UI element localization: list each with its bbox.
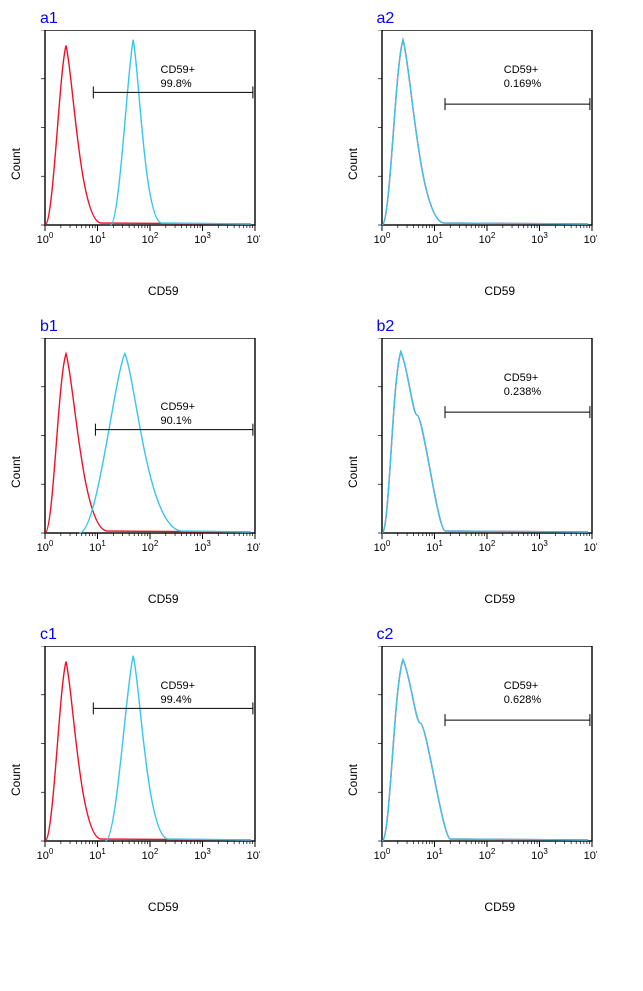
panel-label: b1 [40,318,317,336]
gate-label-value: 0.238% [503,386,541,398]
histogram-curve-blue [382,352,588,533]
gate-label-value: 90.1% [161,415,192,427]
panel-a2: a2 Count CD59+ 0.169% 100 101 102 103 104 CD… [347,10,643,298]
svg-text:100: 100 [37,847,54,862]
svg-text:100: 100 [37,539,54,554]
plot-frame [382,30,592,225]
figure-grid: a1 Count CD59+ 99.8% 100 101 102 103 104 CD5… [10,10,643,914]
gate-marker [445,714,590,726]
histogram-curve-red [45,662,251,841]
svg-text:104: 104 [247,847,260,862]
gate-marker [445,98,590,110]
svg-text:104: 104 [583,539,596,554]
svg-text:100: 100 [373,539,390,554]
svg-text:103: 103 [531,847,548,862]
svg-text:101: 101 [89,539,106,554]
svg-text:103: 103 [531,539,548,554]
svg-text:103: 103 [194,847,211,862]
svg-text:103: 103 [194,231,211,246]
svg-text:102: 102 [478,539,495,554]
x-axis-label: CD59 [10,592,317,606]
flow-plot: CD59+ 99.4% 100 101 102 103 104 [10,646,260,886]
plot-wrap: Count CD59+ 0.628% 100 101 102 103 104 CD59 [347,646,643,914]
svg-text:104: 104 [583,231,596,246]
histogram-curve-blue [79,354,250,533]
plot-frame [45,338,255,533]
x-axis-label: CD59 [10,284,317,298]
x-axis-label: CD59 [347,592,643,606]
flow-plot: CD59+ 0.238% 100 101 102 103 104 [347,338,597,578]
panel-label: a1 [40,10,317,28]
svg-text:100: 100 [373,231,390,246]
gate-label-name: CD59+ [503,372,538,384]
panel-label: c1 [40,626,317,644]
svg-text:103: 103 [194,539,211,554]
histogram-curve-red [45,46,251,225]
panel-a1: a1 Count CD59+ 99.8% 100 101 102 103 104 CD5… [10,10,317,298]
flow-plot: CD59+ 99.8% 100 101 102 103 104 [10,30,260,270]
gate-marker [445,406,590,418]
panel-b1: b1 Count CD59+ 90.1% 100 101 102 103 104 CD5… [10,318,317,606]
histogram-curve-red [382,40,588,225]
panel-c1: c1 Count CD59+ 99.4% 100 101 102 103 104 CD5… [10,626,317,914]
flow-plot: CD59+ 0.628% 100 101 102 103 104 [347,646,597,886]
svg-text:101: 101 [89,231,106,246]
svg-text:101: 101 [426,847,443,862]
gate-label-name: CD59+ [161,401,196,413]
panel-label: b2 [377,318,643,336]
svg-text:102: 102 [142,847,159,862]
flow-plot: CD59+ 0.169% 100 101 102 103 104 [347,30,597,270]
y-axis-label: Count [346,456,360,488]
plot-frame [382,338,592,533]
gate-label-value: 0.628% [503,694,541,706]
plot-wrap: Count CD59+ 0.169% 100 101 102 103 104 CD59 [347,30,643,298]
plot-frame [382,646,592,841]
histogram-curve-blue [382,660,588,841]
panel-b2: b2 Count CD59+ 0.238% 100 101 102 103 104 CD… [347,318,643,606]
gate-label-name: CD59+ [503,64,538,76]
gate-label-name: CD59+ [161,680,196,692]
y-axis-label: Count [9,148,23,180]
svg-text:103: 103 [531,231,548,246]
x-axis-label: CD59 [347,284,643,298]
y-axis-label: Count [9,764,23,796]
svg-text:102: 102 [478,847,495,862]
plot-wrap: Count CD59+ 90.1% 100 101 102 103 104 CD59 [10,338,317,606]
gate-label-name: CD59+ [161,64,196,76]
svg-text:100: 100 [37,231,54,246]
svg-text:101: 101 [89,847,106,862]
histogram-curve-red [382,352,588,533]
x-axis-label: CD59 [10,900,317,914]
flow-plot: CD59+ 90.1% 100 101 102 103 104 [10,338,260,578]
svg-text:104: 104 [247,231,260,246]
svg-text:101: 101 [426,539,443,554]
gate-label-value: 99.8% [161,78,192,90]
histogram-curve-blue [382,40,588,225]
svg-text:104: 104 [583,847,596,862]
histogram-curve-red [382,660,588,841]
plot-wrap: Count CD59+ 99.4% 100 101 102 103 104 CD59 [10,646,317,914]
panel-label: a2 [377,10,643,28]
y-axis-label: Count [346,148,360,180]
svg-text:102: 102 [478,231,495,246]
svg-text:102: 102 [142,231,159,246]
histogram-curve-red [45,354,251,533]
plot-wrap: Count CD59+ 0.238% 100 101 102 103 104 CD59 [347,338,643,606]
plot-wrap: Count CD59+ 99.8% 100 101 102 103 104 CD59 [10,30,317,298]
svg-text:104: 104 [247,539,260,554]
gate-label-value: 0.169% [503,78,541,90]
gate-label-value: 99.4% [161,694,192,706]
panel-label: c2 [377,626,643,644]
x-axis-label: CD59 [347,900,643,914]
y-axis-label: Count [9,456,23,488]
svg-text:102: 102 [142,539,159,554]
y-axis-label: Count [346,764,360,796]
svg-text:100: 100 [373,847,390,862]
gate-label-name: CD59+ [503,680,538,692]
panel-c2: c2 Count CD59+ 0.628% 100 101 102 103 104 CD… [347,626,643,914]
svg-text:101: 101 [426,231,443,246]
